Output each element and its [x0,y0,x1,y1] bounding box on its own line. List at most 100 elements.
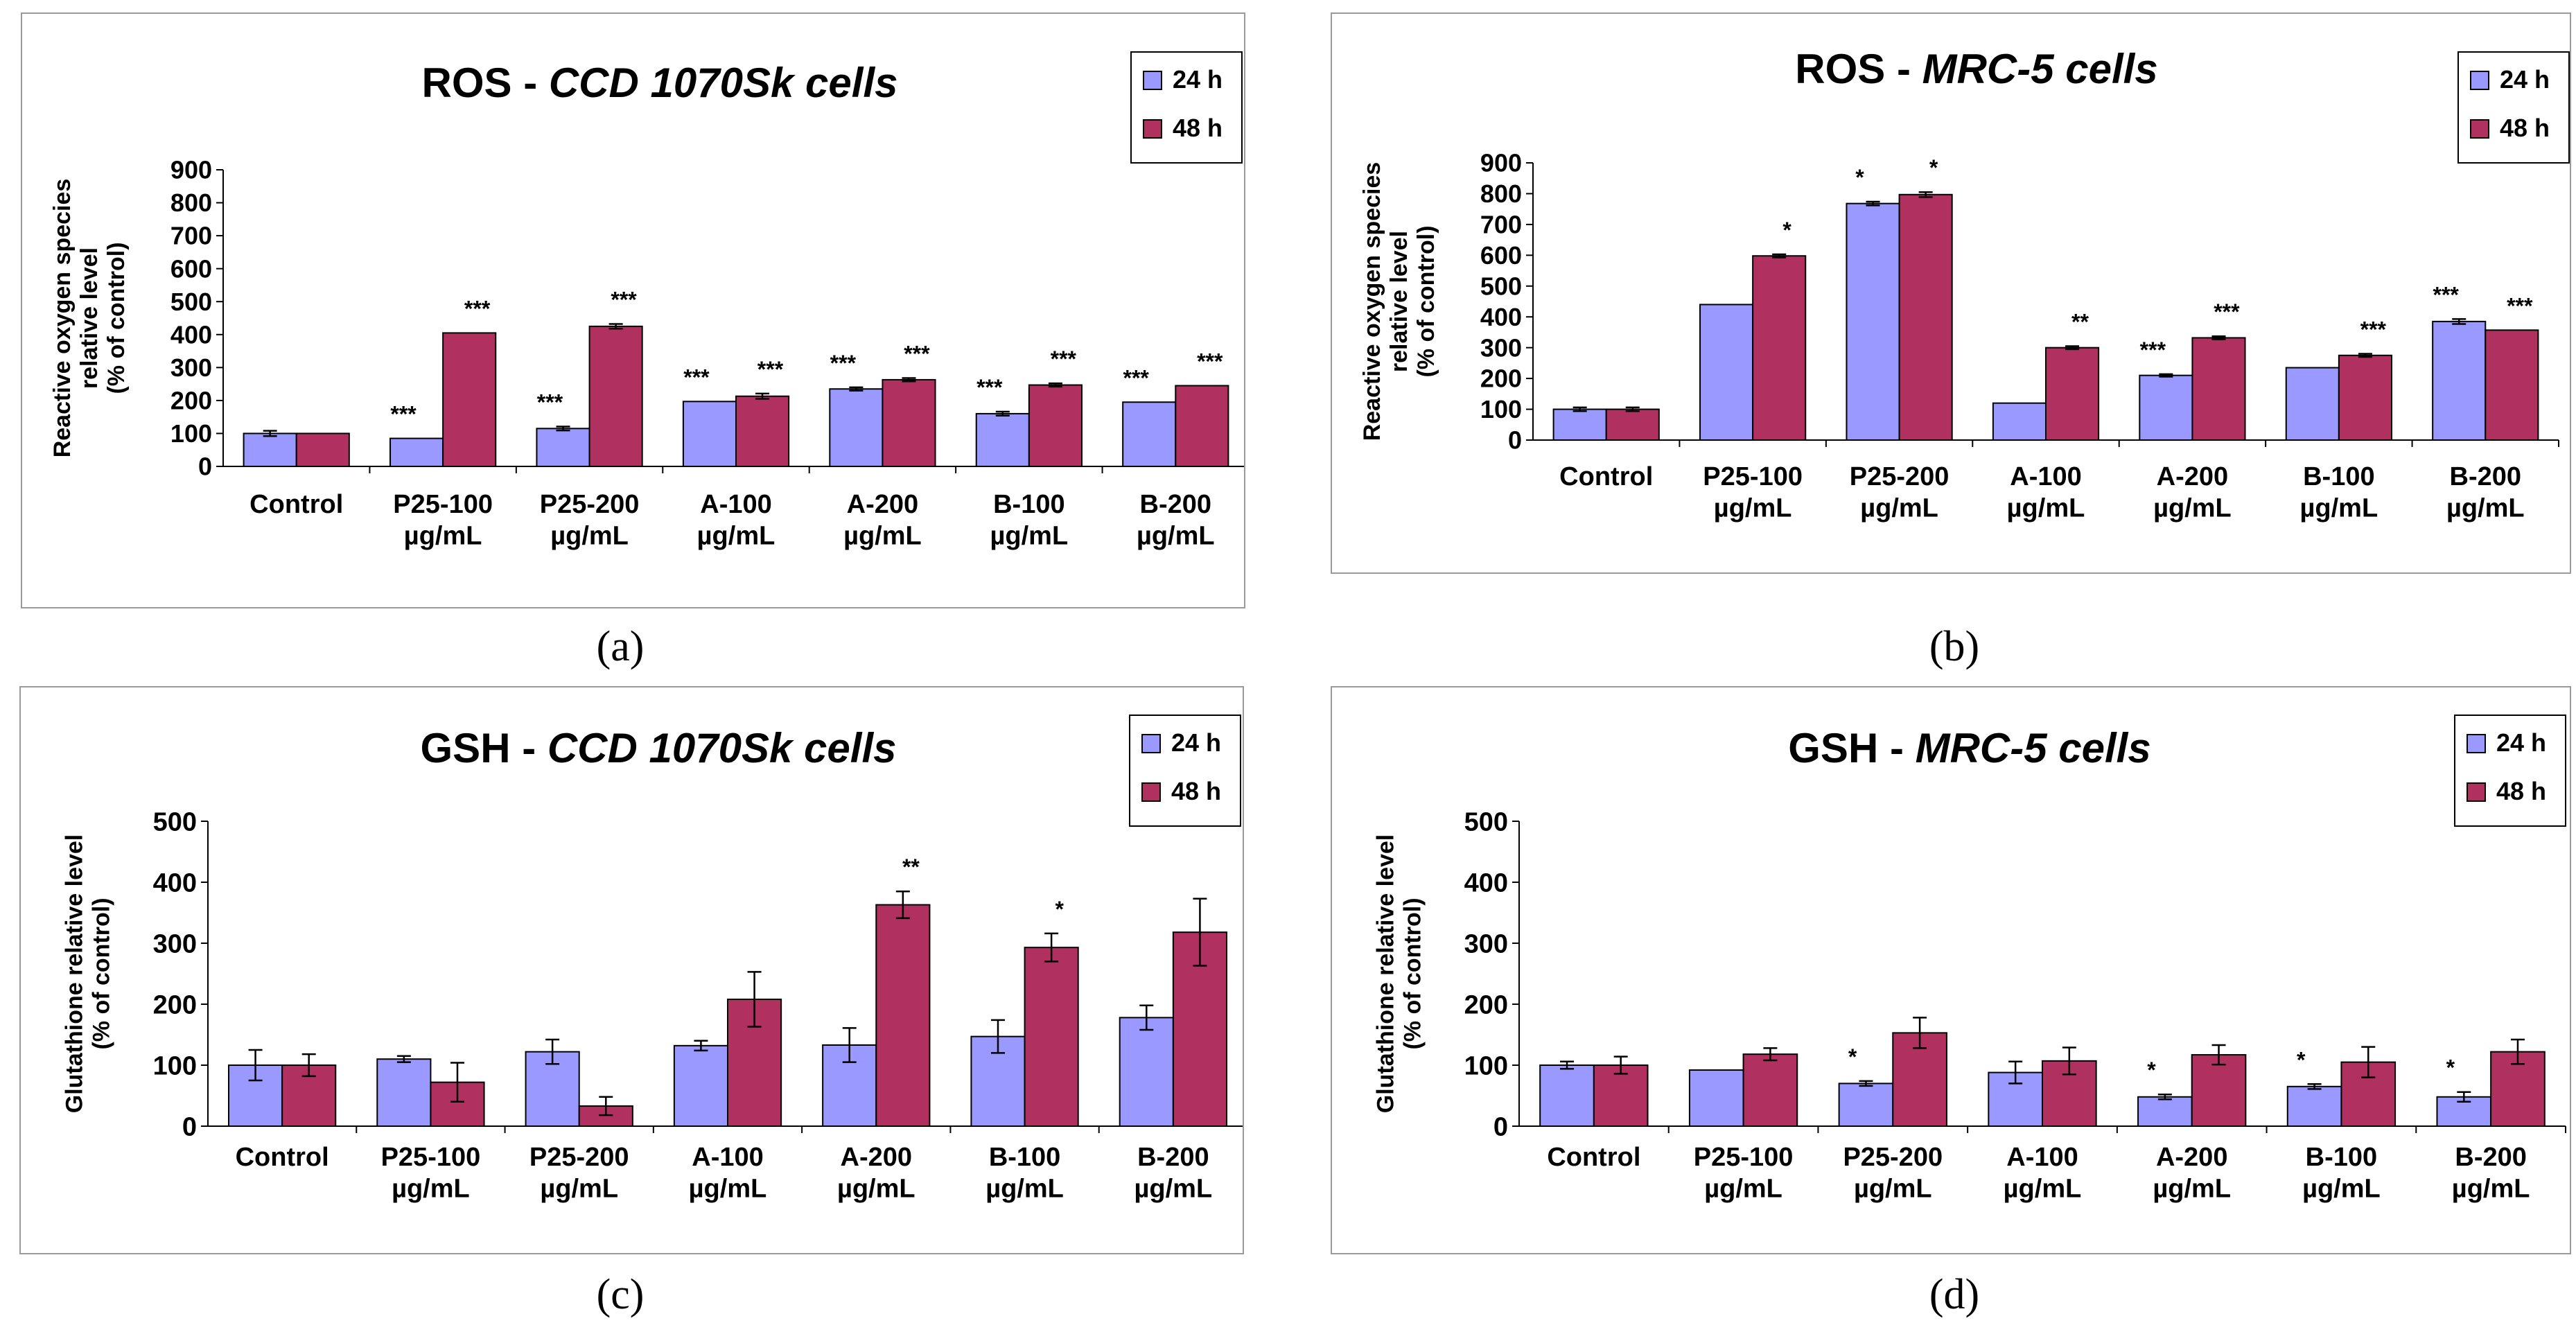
y-axis-label: Glutathione relative level [1372,834,1399,1113]
bar-24h [829,388,884,467]
y-tick-label: 500 [1464,807,1508,836]
panel-label-c: (c) [596,1271,645,1318]
bar-48h [1028,384,1083,467]
x-category-label: µg/mL [392,1175,470,1204]
y-tick-label: 900 [1480,149,1522,177]
bar-24h [975,412,1030,468]
x-category-label: P25-200 [1843,1143,1943,1172]
x-category-label: Control [249,490,343,519]
bar-24h [1838,1083,1894,1128]
y-axis-label: relative level [76,247,103,389]
significance-marker: *** [2507,293,2533,318]
x-category-label: µg/mL [2302,1175,2381,1204]
chart-title-prefix: GSH - [1788,725,1915,771]
panel-ros-ccd1070sk: ROS - CCD 1070Sk cells Reactive oxygen sp… [21,12,1245,608]
legend-swatch-24h [2470,71,2489,90]
x-category-label: A-200 [2156,1143,2228,1172]
chart-svg: GSH - CCD 1070Sk cells Glutathione relati… [61,715,1243,1204]
legend-label: 48 h [1171,777,1221,805]
significance-marker: * [2446,1055,2455,1080]
x-category-label: A-200 [2157,462,2229,491]
y-tick-label: 500 [153,807,197,836]
x-category-label: A-100 [700,490,772,519]
panel-gsh-ccd1070sk: GSH - CCD 1070Sk cells Glutathione relati… [19,686,1244,1254]
y-tick-label: 400 [170,320,212,349]
legend-swatch-48h [1143,119,1162,139]
x-category-label: µg/mL [2153,494,2232,523]
bar-48h [588,325,643,467]
x-category-label: µg/mL [2446,494,2525,523]
chart-title-italic: CCD 1070Sk cells [549,60,898,106]
legend-swatch-24h [2467,734,2486,753]
y-tick-label: 800 [170,189,212,217]
significance-marker: *** [1197,349,1223,374]
significance-marker: *** [904,342,930,367]
y-tick-label: 800 [1480,179,1522,208]
x-category-label: A-100 [692,1143,764,1172]
y-tick-label: 700 [1480,210,1522,238]
x-category-label: B-200 [2455,1143,2527,1172]
legend-box [1129,715,1241,827]
x-category-label: B-200 [2450,462,2522,491]
x-category-label: µg/mL [689,1175,767,1204]
chart-title-prefix: GSH - [421,725,547,771]
x-category-label: µg/mL [990,522,1069,551]
y-tick-label: 300 [1480,333,1522,362]
significance-marker: *** [976,375,1003,400]
bar-48h [2045,347,2100,441]
chart-title: GSH - MRC-5 cells [1788,725,2150,771]
y-tick-label: 400 [1480,303,1522,331]
legend-label: 48 h [2496,777,2546,805]
y-tick-label: 0 [198,453,212,481]
bar-24h [2432,320,2487,441]
x-category-label: µg/mL [540,1175,618,1204]
significance-marker: *** [464,296,491,321]
x-category-label: B-200 [1137,1143,1209,1172]
x-category-label: A-200 [847,490,919,519]
legend-swatch-48h [2470,119,2489,139]
chart-svg: ROS - CCD 1070Sk cells Reactive oxygen sp… [49,51,1244,551]
chart-title-italic: MRC-5 cells [1922,46,2158,92]
chart-title-italic: CCD 1070Sk cells [547,725,897,771]
x-category-label: µg/mL [550,522,629,551]
x-category-label: µg/mL [1137,522,1215,551]
bar-24h [1119,1017,1174,1127]
y-axis-label: relative level [1386,231,1412,372]
bar-24h [1539,1064,1595,1127]
panel-gsh-mrc5: GSH - MRC-5 cells Glutathione relative le… [1331,686,2571,1254]
y-axis-label: (% of control) [89,897,115,1049]
bar-24h [2285,367,2340,441]
x-category-label: P25-100 [393,490,493,519]
y-tick-label: 900 [170,156,212,184]
bar-48h [442,332,497,467]
x-category-label: µg/mL [1704,1175,1782,1204]
x-category-label: B-100 [2306,1143,2378,1172]
y-axis-label: (% of control) [103,242,130,394]
panel-label-d: (d) [1929,1271,1980,1318]
chart-svg: ROS - MRC-5 cells Reactive oxygen species… [1359,46,2570,523]
panel-label-a: (a) [596,623,645,670]
x-category-label: B-100 [993,490,1065,519]
significance-marker: * [2147,1058,2156,1083]
x-category-label: µg/mL [843,522,922,551]
bar-24h [1552,408,1607,441]
x-category-label: µg/mL [2004,1175,2082,1204]
y-tick-label: 0 [1508,426,1522,455]
y-tick-label: 0 [182,1112,197,1141]
bar-24h [2137,1096,2193,1128]
bar-24h [1688,1069,1744,1127]
significance-marker: * [1855,165,1864,190]
x-category-label: µg/mL [2300,494,2378,523]
y-tick-label: 600 [170,254,212,283]
y-axis-label: Reactive oxygen species [1359,162,1385,441]
bar-24h [389,437,444,467]
y-axis-label: Reactive oxygen species [49,179,76,458]
chart-title-italic: MRC-5 cells [1916,725,2151,771]
bar-24h [2139,374,2193,441]
bar-24h [536,428,590,467]
y-tick-label: 200 [1464,990,1508,1019]
significance-marker: *** [390,402,417,427]
x-category-label: µg/mL [1854,1175,1932,1204]
bar-24h [1122,401,1177,467]
legend-swatch-48h [2467,782,2486,802]
